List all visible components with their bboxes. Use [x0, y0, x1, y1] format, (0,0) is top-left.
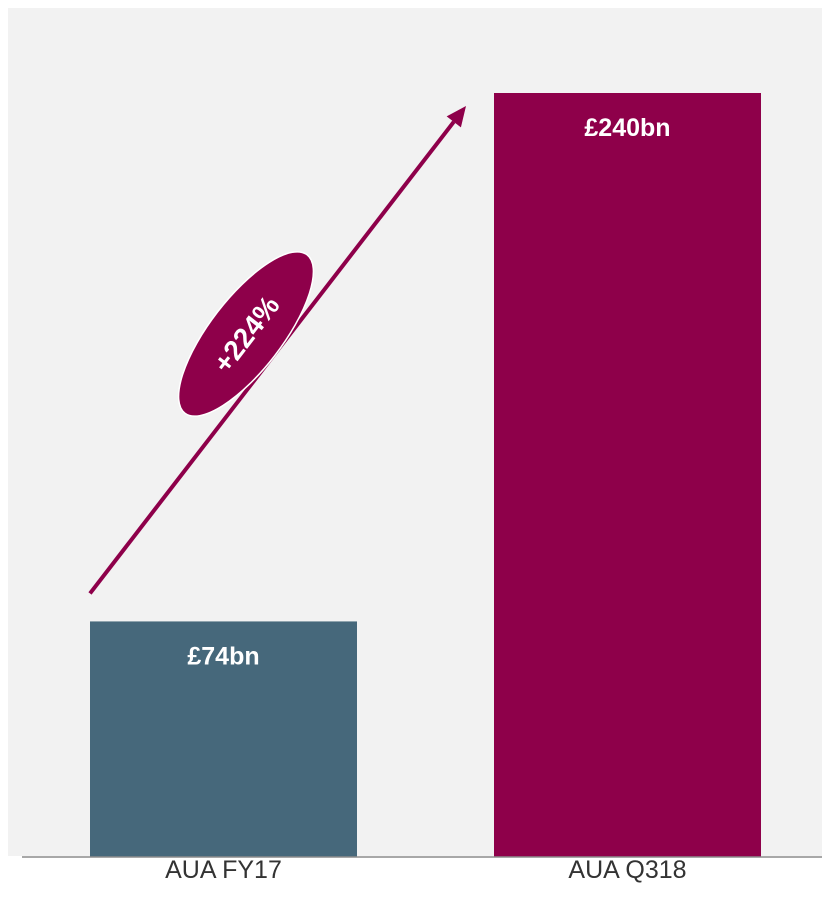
category-label-2: AUA Q318 [568, 856, 687, 884]
bar-value-label-1: £74bn [187, 642, 259, 670]
growth-arrow-head [446, 106, 466, 128]
growth-badge: +224% [177, 251, 315, 417]
bar-2 [494, 93, 761, 857]
category-label-1: AUA FY17 [165, 856, 282, 884]
growth-badge-ellipse [177, 251, 315, 417]
bar-value-label-2: £240bn [584, 114, 670, 142]
bar-1 [90, 621, 357, 857]
